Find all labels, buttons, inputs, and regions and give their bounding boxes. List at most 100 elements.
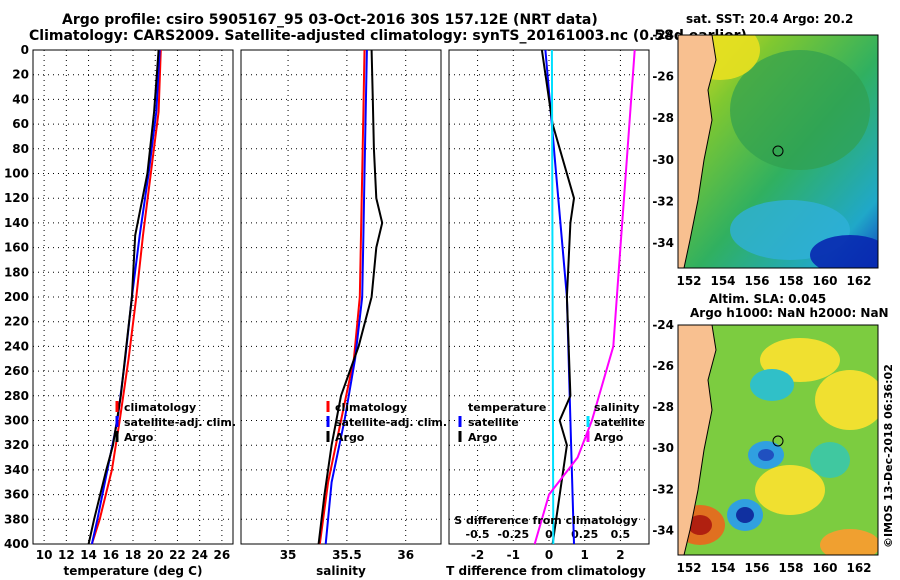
salinity-legend: climatology satellite-adj. clim. Argo (326, 401, 447, 444)
salinity-tick-labels: 35 35.5 36 (280, 548, 414, 562)
x-tick-label: 35.5 (332, 548, 362, 562)
depth-tick-label: 340 (4, 463, 29, 477)
series-line-s-satellite (550, 49, 555, 545)
x-tick-label: 1 (581, 548, 589, 562)
lat-tick-label: -28 (652, 400, 674, 414)
sla-lon-labels: 152 154 156 158 160 162 (676, 561, 871, 575)
legend-argo: Argo (124, 431, 154, 444)
lat-tick-label: -30 (652, 153, 674, 167)
s-tick-label: -0.25 (497, 528, 529, 541)
salinity-axis-label: salinity (316, 564, 366, 578)
sla-map-frame (677, 324, 879, 556)
depth-tick-label: 20 (12, 68, 29, 82)
series-line-climatology (90, 49, 162, 545)
legend-t-argo: Argo (468, 431, 498, 444)
salinity-series (317, 49, 384, 545)
argo-location-marker (772, 145, 784, 157)
lon-tick-label: 152 (676, 561, 701, 575)
depth-tick-label: 140 (4, 216, 29, 230)
lat-tick-label: -32 (652, 194, 674, 208)
depth-tick-label: 200 (4, 290, 29, 304)
legend-s-satellite: satellite (594, 416, 645, 429)
sst-map (678, 35, 878, 268)
depth-tick-labels: 0 20 40 60 80 100 120 140 160 180 200 220 240 260 280 3… (4, 43, 29, 551)
legend-climatology: climatology (335, 401, 407, 414)
depth-tick-label: 100 (4, 167, 29, 181)
lat-tick-label: -34 (652, 523, 674, 537)
series-line-climatology (318, 49, 366, 545)
lat-tick-label: -24 (652, 28, 674, 42)
depth-tick-label: 160 (4, 241, 29, 255)
salinity-grid (241, 50, 441, 544)
temperature-tick-labels: 10 12 14 16 18 20 22 24 26 (36, 548, 230, 562)
x-tick-label: -1 (507, 548, 520, 562)
x-tick-label: 2 (616, 548, 624, 562)
x-tick-label: 22 (169, 548, 186, 562)
series-line-s-argo (533, 49, 636, 545)
depth-tick-label: 60 (12, 117, 29, 131)
t-difference-axis-label: T difference from climatology (446, 564, 646, 578)
lat-tick-label: -26 (652, 70, 674, 84)
title-line-1: Argo profile: csiro 5905167_95 03-Oct-20… (62, 12, 598, 28)
s-difference-axis-label: S difference from climatology (454, 514, 638, 527)
series-line-argo (87, 49, 160, 545)
lon-tick-label: 158 (778, 274, 803, 288)
x-tick-label: 18 (125, 548, 142, 562)
legend-argo: Argo (335, 431, 365, 444)
sla-lat-labels: -24 -26 -28 -30 -32 -34 (652, 318, 674, 537)
title-line-2: Climatology: CARS2009. Satellite-adjuste… (29, 28, 747, 44)
lat-tick-label: -30 (652, 441, 674, 455)
depth-tick-label: 80 (12, 142, 29, 156)
lat-tick-label: -24 (652, 318, 674, 332)
lon-tick-label: 154 (710, 274, 735, 288)
depth-tick-label: 300 (4, 414, 29, 428)
temperature-legend: climatology satellite-adj. clim. Argo (115, 401, 236, 444)
lon-tick-label: 162 (846, 274, 871, 288)
lat-tick-label: -32 (652, 482, 674, 496)
depth-tick-label: 280 (4, 389, 29, 403)
depth-tick-label: 220 (4, 315, 29, 329)
difference-series (533, 49, 636, 545)
depth-tick-label: 180 (4, 265, 29, 279)
difference-tick-labels: -2 -1 0 1 2 -0.5 -0.25 0 0.25 0.5 (466, 528, 631, 562)
temperature-axis-label: temperature (deg C) (64, 564, 203, 578)
depth-tick-label: 120 (4, 191, 29, 205)
lon-tick-label: 156 (744, 561, 769, 575)
lon-tick-label: 154 (710, 561, 735, 575)
temperature-series (87, 49, 162, 545)
legend-satellite: satellite-adj. clim. (335, 416, 447, 429)
sst-map-frame (677, 34, 879, 269)
lon-tick-label: 158 (778, 561, 803, 575)
depth-tick-label: 320 (4, 438, 29, 452)
lat-tick-label: -26 (652, 359, 674, 373)
x-tick-label: 16 (102, 548, 119, 562)
depth-tick-label: 260 (4, 364, 29, 378)
lon-tick-label: 160 (812, 274, 837, 288)
x-tick-label: 0 (545, 548, 553, 562)
x-tick-label: 24 (191, 548, 208, 562)
s-tick-label: -0.5 (466, 528, 490, 541)
legend-s-title: salinity (594, 401, 640, 414)
depth-tick-label: 0 (21, 43, 29, 57)
x-tick-label: 35 (280, 548, 297, 562)
series-line-t-argo (540, 49, 576, 545)
x-tick-label: 10 (36, 548, 53, 562)
x-tick-label: 36 (397, 548, 414, 562)
legend-climatology: climatology (124, 401, 196, 414)
temperature-grid (33, 50, 233, 544)
lon-tick-label: 160 (812, 561, 837, 575)
depth-tick-label: 240 (4, 339, 29, 353)
x-tick-label: 26 (214, 548, 231, 562)
sla-map-title-1: Altim. SLA: 0.045 (709, 292, 826, 306)
s-tick-label: 0 (545, 528, 553, 541)
sst-map-title: sat. SST: 20.4 Argo: 20.2 (686, 12, 853, 26)
depth-tick-label: 360 (4, 488, 29, 502)
difference-legend-salinity: salinity satellite Argo (586, 401, 645, 444)
depth-tick-label: 400 (4, 537, 29, 551)
x-tick-label: 14 (80, 548, 97, 562)
x-tick-label: -2 (471, 548, 484, 562)
depth-tick-label: 380 (4, 512, 29, 526)
legend-s-argo: Argo (594, 431, 624, 444)
x-tick-label: 12 (58, 548, 75, 562)
lat-tick-label: -34 (652, 236, 674, 250)
